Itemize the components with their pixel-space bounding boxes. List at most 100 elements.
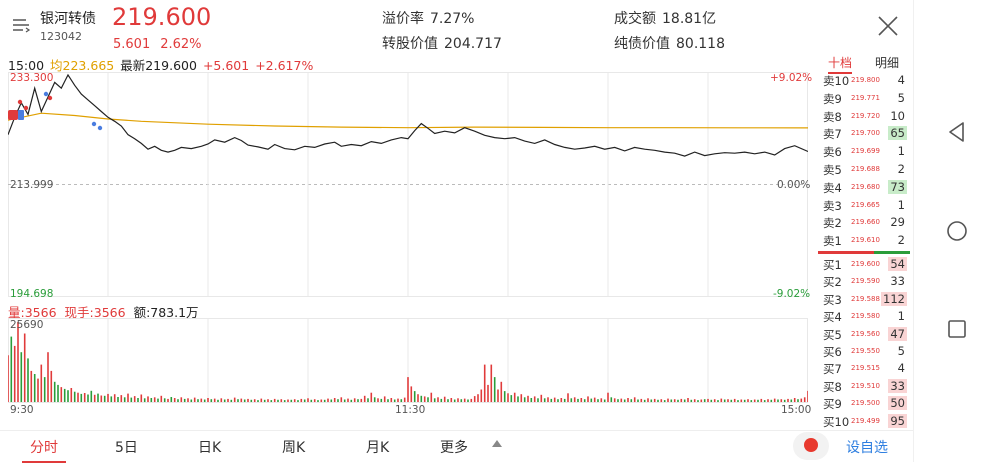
level-price: 219.499 xyxy=(851,416,880,425)
level-price: 219.550 xyxy=(851,347,880,355)
home-button[interactable] xyxy=(939,213,975,249)
level-label: 卖6 xyxy=(823,145,842,160)
tab-more[interactable]: 更多 xyxy=(440,440,468,456)
tab-5day[interactable]: 5日 xyxy=(115,440,138,456)
level-price: 219.800 xyxy=(851,76,880,84)
order-book-divider xyxy=(818,251,910,254)
close-icon[interactable] xyxy=(876,14,900,38)
order-book-row: 卖10 219.800 4 xyxy=(818,72,910,89)
level-label: 卖3 xyxy=(823,198,842,213)
order-book-row: 卖5 219.688 2 xyxy=(818,161,910,178)
level-price: 219.560 xyxy=(851,329,880,338)
trade-marker xyxy=(47,95,53,101)
price-change: 5.601 2.62% xyxy=(113,37,212,52)
back-button[interactable] xyxy=(939,114,975,150)
level-label: 买1 xyxy=(823,258,842,272)
level-price: 219.771 xyxy=(851,93,880,102)
level-volume: 54 xyxy=(888,257,907,271)
level-volume: 112 xyxy=(881,291,907,306)
chart-grid xyxy=(8,72,808,403)
level-volume: 2 xyxy=(897,233,905,248)
level-label: 买9 xyxy=(823,397,842,412)
tab-details[interactable]: 明细 xyxy=(875,56,900,70)
add-favorite-button[interactable]: 设自选 xyxy=(846,440,888,456)
menu-icon[interactable] xyxy=(10,13,32,35)
intraday-time: 15:00 xyxy=(8,58,45,73)
order-book-row: 买8 219.510 33 xyxy=(818,378,910,395)
trade-marker xyxy=(23,105,29,111)
order-book-tabs: 十档 明细 xyxy=(818,52,910,74)
level-price: 219.500 xyxy=(851,399,880,408)
order-book-row: 卖7 219.700 65 xyxy=(818,125,910,142)
stat-conversion-value: 转股价值 204.717 xyxy=(382,33,502,53)
level-price: 219.660 xyxy=(851,218,880,227)
level-label: 卖8 xyxy=(823,109,842,124)
time-axis-mid: 11:30 xyxy=(395,404,426,416)
volume-label: 量:3566 xyxy=(8,305,57,320)
trade-marker xyxy=(91,121,97,127)
home-icon xyxy=(947,221,967,241)
level-price: 219.580 xyxy=(851,312,880,321)
average-price-line xyxy=(8,112,808,129)
level-label: 卖10 xyxy=(823,74,850,88)
tab-ten-levels[interactable]: 十档 xyxy=(828,56,853,74)
level-volume: 29 xyxy=(890,215,905,230)
recents-button[interactable] xyxy=(939,311,975,347)
level-label: 买10 xyxy=(823,414,850,429)
level-volume: 1 xyxy=(897,144,905,159)
intraday-change: +5.601 xyxy=(202,58,250,73)
order-book-row: 卖9 219.771 5 xyxy=(818,90,910,107)
level-price: 219.700 xyxy=(851,129,880,138)
order-book-row: 买5 219.560 47 xyxy=(818,326,910,343)
time-axis-start: 9:30 xyxy=(10,404,34,416)
header: 银河转债 123042 219.600 5.601 2.62% 溢价率 7.27% … xyxy=(0,0,913,52)
level-volume: 5 xyxy=(897,344,905,358)
level-label: 买5 xyxy=(823,327,842,342)
stat-bond-value: 纯债价值 80.118 xyxy=(614,33,725,53)
pct-axis-mid: 0.00% xyxy=(777,179,811,191)
more-triangle-icon[interactable] xyxy=(492,440,502,447)
volume-bars xyxy=(8,322,808,402)
trade-marker xyxy=(17,99,23,105)
stat-premium: 溢价率 7.27% xyxy=(382,8,474,28)
level-price: 219.680 xyxy=(851,182,880,191)
level-price: 219.665 xyxy=(851,200,880,209)
level-label: 买4 xyxy=(823,310,842,325)
stat-turnover: 成交额 18.81亿 xyxy=(614,8,716,28)
stock-code: 123042 xyxy=(40,30,82,43)
order-book-row: 卖3 219.665 1 xyxy=(818,197,910,214)
stat-value: 80.118 xyxy=(676,36,725,52)
volume-info-line: 量:3566 现手:3566 额:783.1万 xyxy=(8,302,207,321)
level-volume: 33 xyxy=(888,378,907,393)
intraday-chart[interactable] xyxy=(8,72,808,418)
tab-monthly-k[interactable]: 月K xyxy=(366,440,390,456)
level-label: 买6 xyxy=(823,345,842,359)
level-label: 买2 xyxy=(823,275,842,290)
level-volume: 2 xyxy=(897,162,905,176)
order-book-row: 买1 219.600 54 xyxy=(818,256,910,273)
order-book-row: 买9 219.500 50 xyxy=(818,395,910,412)
level-price: 219.590 xyxy=(851,277,880,286)
record-button[interactable] xyxy=(793,432,829,460)
level-price: 219.610 xyxy=(851,236,880,245)
level-volume: 47 xyxy=(888,326,907,341)
level-price: 219.588 xyxy=(851,294,880,303)
order-book-row: 买6 219.550 5 xyxy=(818,343,910,360)
tab-daily-k[interactable]: 日K xyxy=(198,440,222,456)
recents-icon xyxy=(948,320,966,338)
level-volume: 73 xyxy=(888,179,907,194)
level-volume: 95 xyxy=(888,413,907,428)
order-book-row: 买4 219.580 1 xyxy=(818,308,910,325)
record-icon xyxy=(804,438,818,452)
order-book-row: 买10 219.499 95 xyxy=(818,413,910,430)
tab-weekly-k[interactable]: 周K xyxy=(282,440,306,456)
stat-label: 溢价率 xyxy=(382,11,424,27)
order-book-row: 卖2 219.660 29 xyxy=(818,214,910,231)
stat-value: 7.27% xyxy=(430,11,475,27)
average-price: 均223.665 xyxy=(50,58,115,73)
level-volume: 65 xyxy=(888,126,907,141)
last-price: 219.600 xyxy=(112,3,212,31)
tab-intraday[interactable]: 分时 xyxy=(22,437,66,463)
amount-label: 额:783.1万 xyxy=(133,305,199,320)
stock-detail-app: 银河转债 123042 219.600 5.601 2.62% 溢价率 7.27% … xyxy=(0,0,913,463)
